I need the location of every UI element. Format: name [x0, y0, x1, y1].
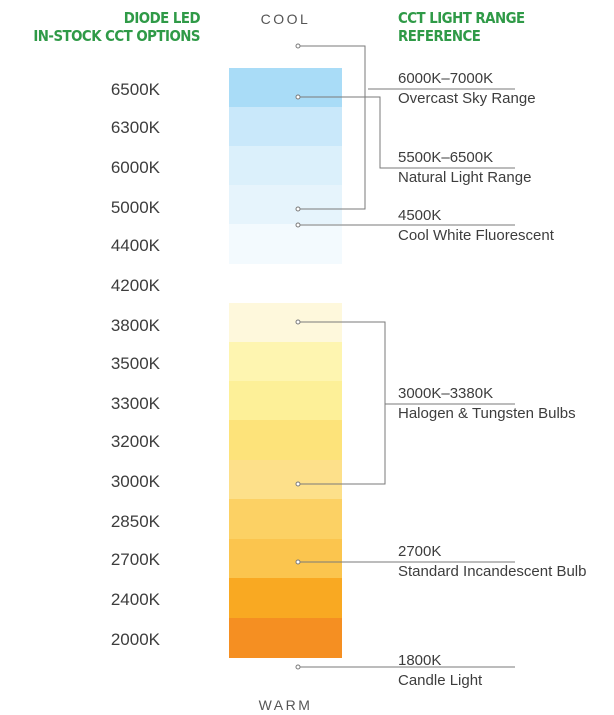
connector-dot — [295, 94, 301, 100]
warm-swatch — [229, 460, 342, 500]
in-stock-cct-header: DIODE LED IN-STOCK CCT OPTIONS — [30, 9, 200, 45]
warm-swatch — [229, 499, 342, 539]
reference-description: Halogen & Tungsten Bulbs — [398, 405, 576, 422]
reference-description: Cool White Fluorescent — [398, 227, 554, 244]
cct-range-reference-header: CCT LIGHT RANGE REFERENCE — [398, 9, 570, 45]
cct-option: 3200K — [110, 432, 160, 451]
cool-swatch — [229, 146, 342, 186]
warm-swatch — [229, 618, 342, 658]
warm-swatch — [229, 381, 342, 421]
cct-option: 6000K — [110, 158, 160, 177]
cool-swatch — [229, 185, 342, 225]
cct-option: 3800K — [110, 316, 160, 335]
warm-swatch — [229, 342, 342, 382]
cool-swatch — [229, 107, 342, 147]
connector-dot — [295, 206, 301, 212]
reference-range: 5500K–6500K — [398, 149, 494, 166]
header-left-line2: IN-STOCK CCT OPTIONS — [33, 27, 200, 45]
connector-dot — [295, 222, 301, 228]
warm-swatch — [229, 539, 342, 579]
reference-description: Natural Light Range — [398, 169, 532, 186]
warm-swatch — [229, 420, 342, 460]
cct-option: 2000K — [110, 630, 160, 649]
cct-option: 3500K — [110, 354, 160, 373]
connector-dot — [295, 559, 301, 565]
cool-swatch — [229, 224, 342, 264]
cct-option: 6500K — [110, 80, 160, 99]
reference-range: 4500K — [398, 207, 442, 224]
cool-swatch — [229, 68, 342, 108]
connector-dot — [295, 319, 301, 325]
connector-dot — [295, 664, 301, 670]
reference-range: 6000K–7000K — [398, 70, 494, 87]
connector-dot — [295, 481, 301, 487]
cct-option: 3300K — [110, 394, 160, 413]
connector-dot — [295, 43, 301, 49]
reference-description: Candle Light — [398, 672, 483, 689]
reference-range: 1800K — [398, 652, 442, 669]
warm-swatch — [229, 303, 342, 343]
cct-option: 4400K — [110, 236, 160, 255]
cool-label: COOL — [260, 11, 311, 27]
connector-line — [298, 321, 386, 485]
connector-line — [298, 45, 366, 210]
cct-option: 6300K — [110, 118, 160, 137]
cct-option: 2700K — [110, 550, 160, 569]
cct-option: 2400K — [110, 590, 160, 609]
warm-label: WARM — [258, 697, 313, 713]
header-right-line2: REFERENCE — [398, 27, 481, 45]
header-left-line1: DIODE LED — [123, 9, 201, 27]
cct-option: 3000K — [110, 472, 160, 491]
reference-range: 2700K — [398, 543, 442, 560]
connector-line — [298, 96, 515, 169]
reference-range: 3000K–3380K — [398, 385, 494, 402]
cct-option: 2850K — [110, 512, 160, 531]
reference-description: Standard Incandescent Bulb — [398, 563, 587, 580]
cct-option: 5000K — [110, 198, 160, 217]
header-right-line1: CCT LIGHT RANGE — [398, 9, 525, 27]
cct-option: 4200K — [110, 276, 160, 295]
warm-swatch — [229, 578, 342, 618]
reference-description: Overcast Sky Range — [398, 90, 536, 107]
